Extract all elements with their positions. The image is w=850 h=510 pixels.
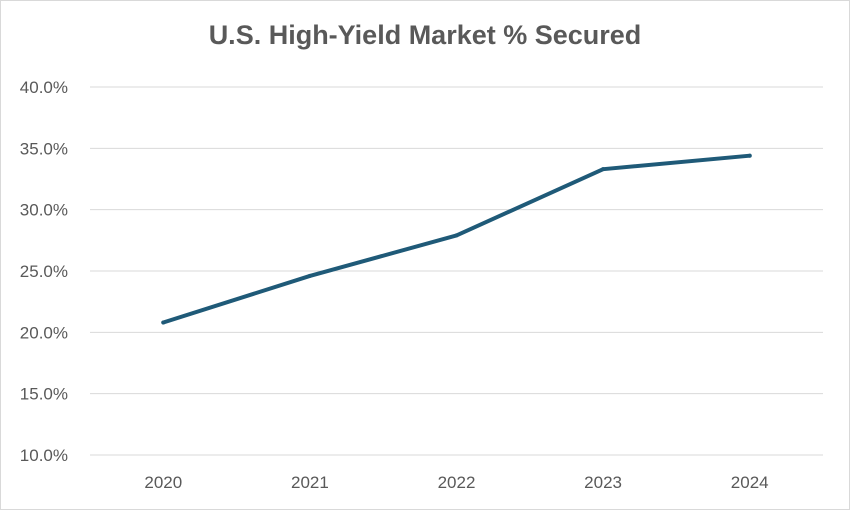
y-tick-label: 10.0% [20, 446, 68, 465]
x-tick-label: 2021 [291, 473, 329, 492]
x-tick-label: 2022 [438, 473, 476, 492]
y-tick-label: 20.0% [20, 323, 68, 342]
data-point [454, 233, 459, 238]
series-group [161, 153, 752, 325]
data-point [601, 167, 606, 172]
y-tick-label: 25.0% [20, 262, 68, 281]
x-tick-label: 2020 [144, 473, 182, 492]
gridlines [90, 86, 823, 456]
y-tick-label: 35.0% [20, 139, 68, 158]
y-tick-label: 15.0% [20, 385, 68, 404]
y-tick-label: 40.0% [20, 78, 68, 97]
y-axis-ticks: 10.0% 15.0% 20.0% 25.0% 30.0% 35.0% 40.0% [20, 78, 68, 465]
data-point [307, 273, 312, 278]
y-tick-label: 30.0% [20, 201, 68, 220]
x-tick-label: 2024 [731, 473, 769, 492]
x-tick-label: 2023 [584, 473, 622, 492]
chart-title: U.S. High-Yield Market % Secured [208, 20, 642, 50]
data-point [747, 153, 752, 158]
series-line [161, 153, 752, 325]
data-point [161, 320, 166, 325]
x-axis-ticks: 2020 2021 2022 2023 2024 [144, 473, 768, 492]
